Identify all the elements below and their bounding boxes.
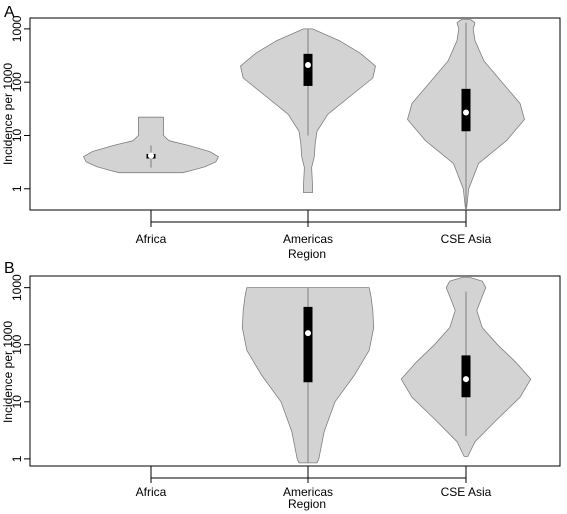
y-tick-label: 1000 [10, 274, 24, 301]
panel-a-letter: A [4, 4, 15, 21]
x-tick-label-africa: Africa [136, 485, 167, 499]
median-point-cse-asia [463, 109, 469, 116]
panel-b: B 1 10 100 1000 Africa Americas CSE Asia Inci… [1, 260, 561, 511]
panel-a-y-axis: 1 10 100 1000 [10, 15, 31, 192]
violin-africa [83, 116, 219, 174]
panel-a-x-axis: Africa Americas CSE Asia [136, 210, 492, 246]
y-tick-label: 10 [10, 395, 24, 409]
panel-b-x-axis-title: Region [288, 497, 326, 511]
x-tick-label-cse-asia: CSE Asia [441, 485, 492, 499]
median-point-americas [305, 330, 311, 337]
x-tick-label-americas: Americas [283, 485, 333, 499]
iqr-box-americas [303, 53, 313, 86]
panel-b-violins [241, 277, 532, 464]
x-tick-label-africa: Africa [136, 232, 167, 246]
median-point-cse-asia [463, 376, 469, 383]
panel-a-y-axis-title: Incidence per 1000 [1, 63, 15, 165]
y-tick-label: 1000 [10, 15, 24, 42]
median-point-africa [148, 152, 154, 159]
panel-b-y-axis-title: Incidence per 1000 [1, 321, 15, 423]
y-tick-label: 10 [10, 128, 24, 142]
y-tick-label: 1 [10, 185, 24, 192]
panel-b-letter: B [4, 260, 15, 277]
panel-a-violins [83, 19, 525, 211]
panel-b-y-axis: 1 10 100 1000 [10, 274, 31, 462]
panel-a-x-axis-title: Region [288, 247, 326, 261]
y-tick-label: 1 [10, 455, 24, 462]
median-point-americas [305, 62, 311, 69]
x-tick-label-americas: Americas [283, 232, 333, 246]
panel-b-x-axis: Africa Americas CSE Asia [136, 466, 492, 499]
y-tick-label: 100 [10, 334, 24, 354]
iqr-box-americas [303, 306, 313, 383]
x-tick-label-cse-asia: CSE Asia [441, 232, 492, 246]
panel-a: A 1 10 100 1000 Africa Americas CSE Asia Inci… [1, 4, 561, 261]
y-tick-label: 100 [10, 72, 24, 92]
